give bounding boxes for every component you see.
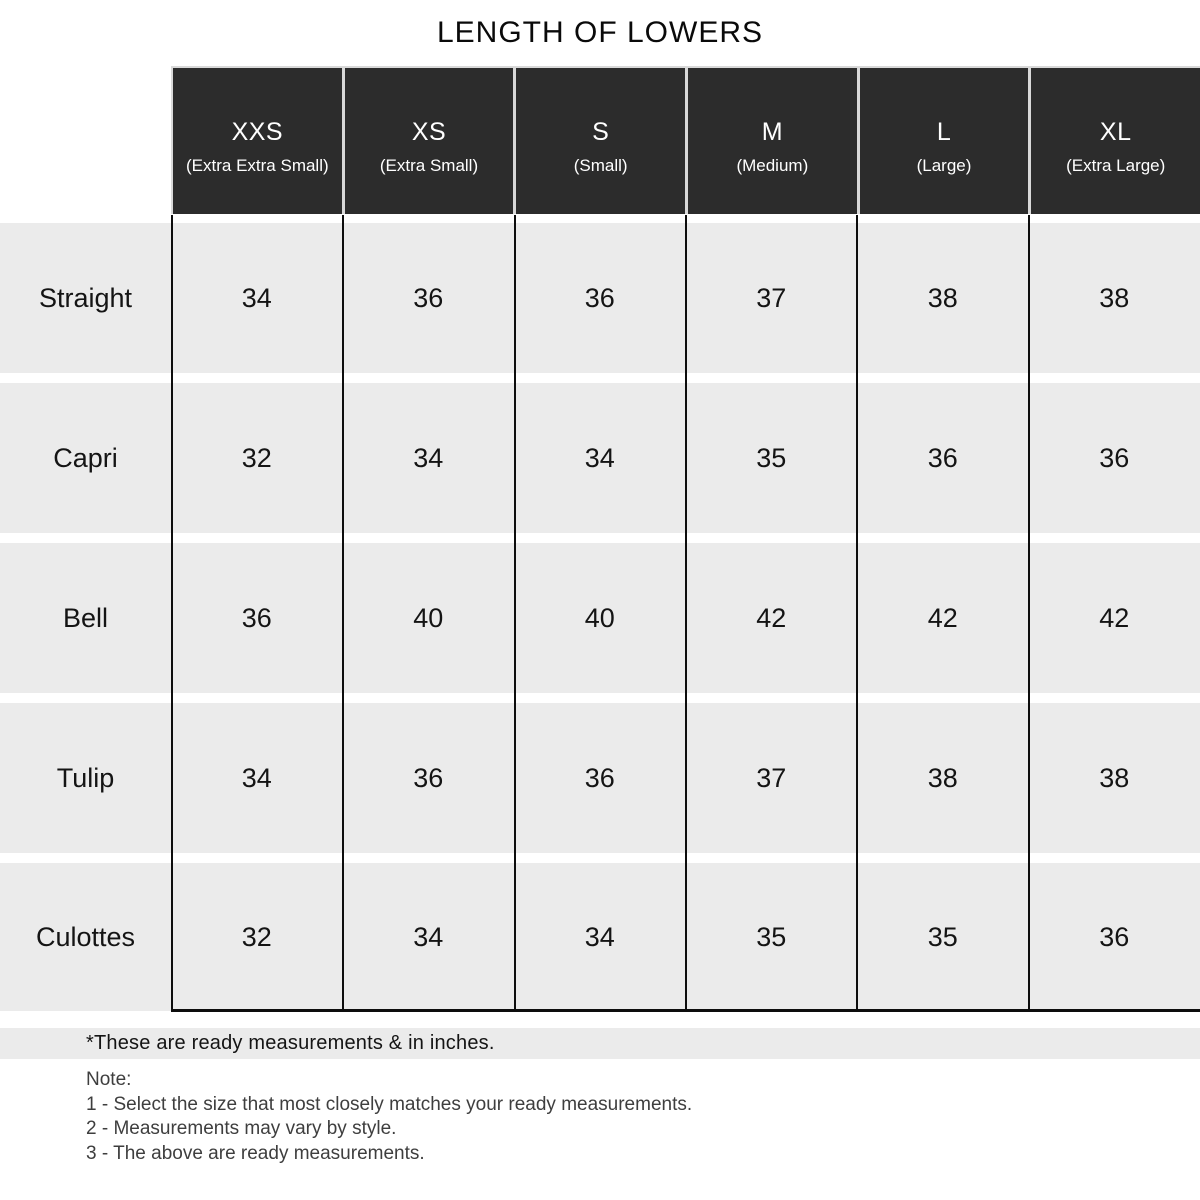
column-divider: [1028, 215, 1030, 1011]
footnote-band: *These are ready measurements & in inche…: [0, 1028, 1200, 1059]
measurement-cell: 42: [756, 602, 787, 633]
size-name: (Large): [916, 156, 972, 175]
size-code: XXS: [231, 118, 284, 146]
header-cell-l: L (Large): [859, 68, 1029, 214]
header-cell-xl: XL (Extra Large): [1031, 68, 1200, 214]
measurement-cell: 38: [1099, 282, 1130, 313]
table-row-tulip: Tulip 34 36 36 37 38 38: [0, 703, 1200, 853]
measurement-cell: 34: [413, 442, 444, 473]
row-label: Capri: [53, 442, 118, 473]
column-divider: [856, 215, 858, 1011]
measurement-cell: 34: [584, 921, 615, 952]
measurement-cell: 38: [927, 762, 958, 793]
measurement-cell: 36: [584, 282, 615, 313]
size-name: (Extra Small): [379, 156, 479, 175]
column-divider: [514, 215, 516, 1011]
measurement-cell: 37: [756, 762, 787, 793]
row-label: Bell: [62, 602, 109, 633]
measurement-cell: 40: [413, 602, 444, 633]
measurement-cell: 36: [1099, 921, 1130, 952]
size-code: XS: [411, 118, 447, 146]
row-label: Tulip: [56, 762, 115, 793]
measurement-cell: 34: [584, 442, 615, 473]
size-name: (Extra Extra Small): [186, 156, 329, 175]
size-name: (Medium): [736, 156, 809, 175]
table-row-culottes: Culottes 32 34 34 35 35 36: [0, 863, 1200, 1011]
size-code: M: [761, 118, 784, 146]
table-row-bell: Bell 36 40 40 42 42 42: [0, 543, 1200, 693]
note-item: 1 - Select the size that most closely ma…: [86, 1093, 693, 1115]
size-code: XL: [1099, 118, 1132, 146]
note-item: 3 - The above are ready measurements.: [86, 1142, 425, 1164]
measurement-cell: 36: [927, 442, 958, 473]
measurement-cell: 35: [756, 442, 787, 473]
measurement-cell: 36: [584, 762, 615, 793]
measurement-cell: 34: [241, 762, 272, 793]
header-cell-xs: XS (Extra Small): [344, 68, 514, 214]
measurement-cell: 36: [1099, 442, 1130, 473]
notes-block: Note: 1 - Select the size that most clos…: [86, 1068, 692, 1166]
table-row-straight: Straight 34 36 36 37 38 38: [0, 223, 1200, 373]
column-divider: [171, 215, 173, 1011]
table-row-capri: Capri 32 34 34 35 36 36: [0, 383, 1200, 533]
row-label: Straight: [38, 282, 133, 313]
measurement-cell: 37: [756, 282, 787, 313]
size-header-row: XXS (Extra Extra Small) XS (Extra Small)…: [171, 66, 1200, 214]
measurement-cell: 36: [241, 602, 272, 633]
measurement-cell: 32: [241, 442, 272, 473]
measurement-cell: 38: [927, 282, 958, 313]
table-bottom-border: [171, 1009, 1200, 1012]
column-divider: [685, 215, 687, 1011]
measurement-cell: 35: [927, 921, 958, 952]
size-code: S: [592, 118, 610, 146]
measurement-cell: 35: [756, 921, 787, 952]
measurement-cell: 42: [927, 602, 958, 633]
header-cell-s: S (Small): [516, 68, 686, 214]
measurement-cell: 36: [413, 762, 444, 793]
size-name: (Small): [573, 156, 628, 175]
measurement-cell: 36: [413, 282, 444, 313]
notes-heading: Note:: [86, 1069, 132, 1090]
measurement-cell: 32: [241, 921, 272, 952]
size-name: (Extra Large): [1066, 156, 1166, 175]
measurement-cell: 42: [1099, 602, 1130, 633]
footnote-text: *These are ready measurements & in inche…: [86, 1032, 495, 1054]
column-divider: [342, 215, 344, 1011]
measurement-cell: 40: [584, 602, 615, 633]
row-label: Culottes: [35, 921, 136, 952]
size-code: L: [936, 118, 952, 146]
page-title: LENGTH OF LOWERS: [436, 16, 764, 49]
measurement-cell: 34: [241, 282, 272, 313]
measurement-cell: 34: [413, 921, 444, 952]
measurement-cell: 38: [1099, 762, 1130, 793]
header-cell-m: M (Medium): [688, 68, 857, 214]
header-cell-xxs: XXS (Extra Extra Small): [173, 68, 342, 214]
note-item: 2 - Measurements may vary by style.: [86, 1118, 397, 1139]
